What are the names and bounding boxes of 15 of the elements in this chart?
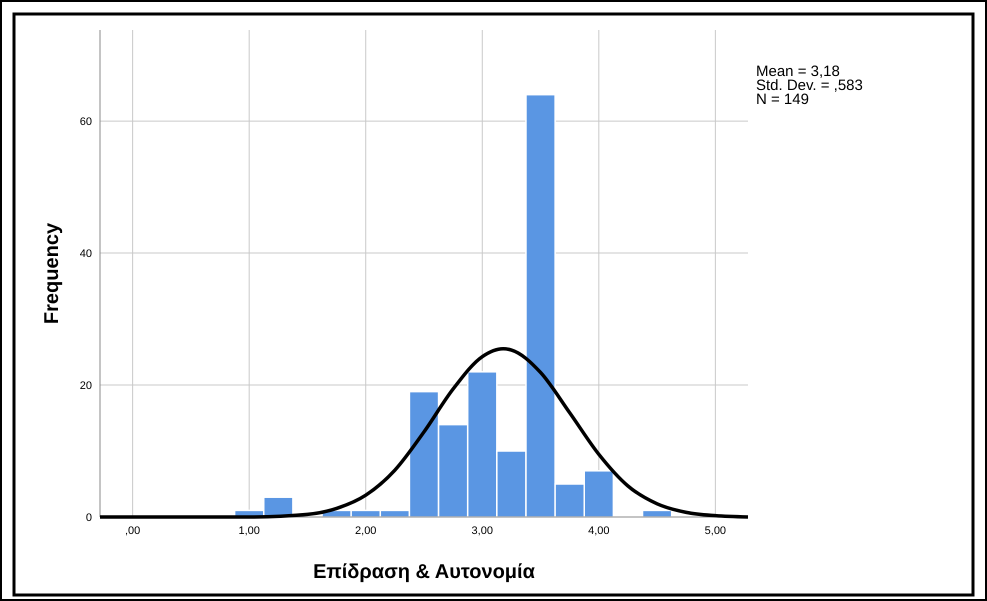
y-tick-label: 60 <box>80 116 92 128</box>
x-tick-label: ,00 <box>124 525 140 537</box>
x-tick-label: 3,00 <box>472 525 493 537</box>
x-tick-label: 5,00 <box>704 525 726 537</box>
text: Mean = 3,18 <box>756 63 840 80</box>
x-tick-label: 2,00 <box>355 525 376 537</box>
y-tick-label: 20 <box>80 380 92 392</box>
x-axis-title: Επίδραση & Αυτονομία <box>313 561 536 583</box>
x-tick-label: 1,00 <box>238 525 260 537</box>
text: Std. Dev. = ,583 <box>756 77 863 94</box>
y-tick-label: 40 <box>80 248 92 260</box>
text: N = 149 <box>756 91 809 108</box>
y-tick-label: 0 <box>86 512 92 524</box>
x-tick-label: 4,00 <box>588 525 610 537</box>
y-axis-title: Frequency <box>41 222 63 324</box>
